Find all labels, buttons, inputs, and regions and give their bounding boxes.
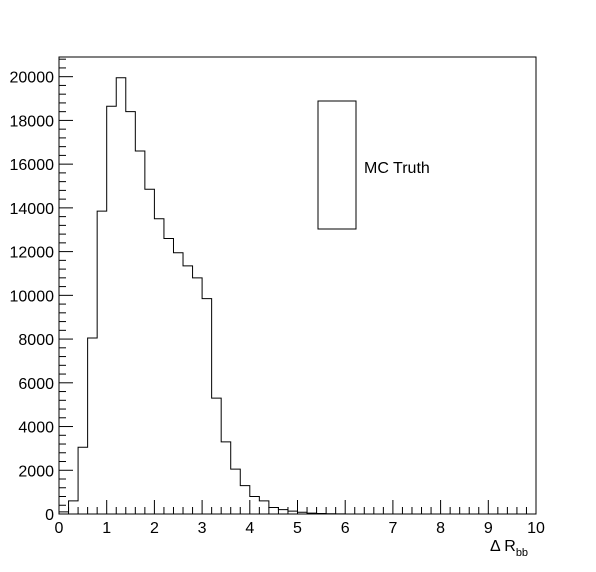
y-tick-label: 10000	[10, 288, 55, 305]
x-tick-label: 10	[527, 520, 545, 537]
histogram-bin	[126, 112, 136, 514]
y-tick-label: 14000	[10, 201, 55, 218]
histogram-bin	[231, 469, 241, 514]
histogram-bin	[193, 278, 203, 514]
histogram-bin	[78, 447, 88, 514]
histogram-bin	[250, 497, 260, 514]
y-tick-label: 20000	[10, 70, 55, 87]
histogram-bin	[164, 238, 174, 514]
histogram-bin	[212, 398, 222, 514]
histogram-bin	[97, 211, 107, 514]
histogram-bin	[269, 507, 279, 514]
y-tick-label: 12000	[10, 245, 55, 262]
histogram-series-mc-truth	[58, 77, 536, 515]
y-tick-label: 18000	[10, 113, 55, 130]
x-tick-label: 8	[436, 520, 445, 537]
x-axis-title: Δ Rbb	[490, 538, 528, 559]
histogram-bin	[135, 151, 145, 514]
x-tick-label: 2	[150, 520, 159, 537]
histogram-bin	[278, 510, 288, 514]
histogram-bin	[69, 501, 79, 514]
x-tick-label: 6	[341, 520, 350, 537]
histogram-bin	[202, 299, 212, 514]
y-tick-label: 6000	[18, 376, 54, 393]
plot-frame	[58, 56, 537, 515]
histogram-bin	[240, 486, 250, 514]
histogram-bin	[88, 338, 98, 514]
x-tick-label: 9	[484, 520, 493, 537]
x-tick-label: 0	[55, 520, 64, 537]
axis-ticks	[58, 58, 537, 515]
histogram-bin	[145, 189, 155, 514]
legend-label: MC Truth	[364, 160, 430, 177]
legend-swatch	[317, 100, 357, 230]
y-tick-label: 4000	[18, 420, 54, 437]
x-tick-label: 4	[245, 520, 254, 537]
histogram-bin	[183, 266, 193, 514]
y-tick-labels: 0 2000 4000 6000 8000 10000 12000 14000 16000 180…	[10, 70, 55, 524]
histogram-bin	[259, 501, 269, 514]
x-tick-label: 1	[102, 520, 111, 537]
y-tick-label: 8000	[18, 332, 54, 349]
histogram-bin	[173, 253, 183, 514]
y-tick-label: 2000	[18, 463, 54, 480]
y-tick-label: 16000	[10, 157, 55, 174]
legend: MC Truth	[317, 100, 430, 230]
y-tick-label: 0	[45, 507, 54, 524]
x-tick-labels: 0 1 2 3 4 5 6 7 8 9 10	[55, 520, 545, 537]
histogram-bin	[116, 78, 126, 514]
x-tick-label: 7	[388, 520, 397, 537]
histogram-bin	[154, 219, 164, 514]
x-tick-label: 5	[293, 520, 302, 537]
histogram-bin	[221, 442, 231, 514]
x-tick-label: 3	[198, 520, 207, 537]
histogram-bin	[107, 106, 117, 514]
